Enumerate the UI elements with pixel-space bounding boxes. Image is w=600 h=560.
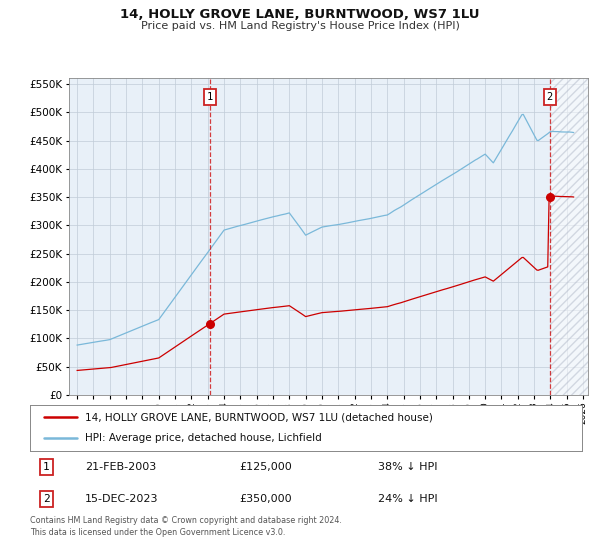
Bar (550, 78, 600, 395)
Text: Contains HM Land Registry data © Crown copyright and database right 2024.
This d: Contains HM Land Registry data © Crown c… (30, 516, 342, 537)
Text: £125,000: £125,000 (240, 462, 293, 472)
Text: 14, HOLLY GROVE LANE, BURNTWOOD, WS7 1LU: 14, HOLLY GROVE LANE, BURNTWOOD, WS7 1LU (120, 8, 480, 21)
Text: 1: 1 (206, 92, 213, 102)
Text: 2: 2 (43, 494, 50, 504)
Text: HPI: Average price, detached house, Lichfield: HPI: Average price, detached house, Lich… (85, 433, 322, 444)
Text: 21-FEB-2003: 21-FEB-2003 (85, 462, 157, 472)
Text: £350,000: £350,000 (240, 494, 292, 504)
Text: 38% ↓ HPI: 38% ↓ HPI (378, 462, 437, 472)
Text: 15-DEC-2023: 15-DEC-2023 (85, 494, 158, 504)
Text: 1: 1 (43, 462, 50, 472)
Text: Price paid vs. HM Land Registry's House Price Index (HPI): Price paid vs. HM Land Registry's House … (140, 21, 460, 31)
Text: 24% ↓ HPI: 24% ↓ HPI (378, 494, 437, 504)
Text: 14, HOLLY GROVE LANE, BURNTWOOD, WS7 1LU (detached house): 14, HOLLY GROVE LANE, BURNTWOOD, WS7 1LU… (85, 412, 433, 422)
Text: 2: 2 (547, 92, 553, 102)
Bar (550, 78, 600, 395)
